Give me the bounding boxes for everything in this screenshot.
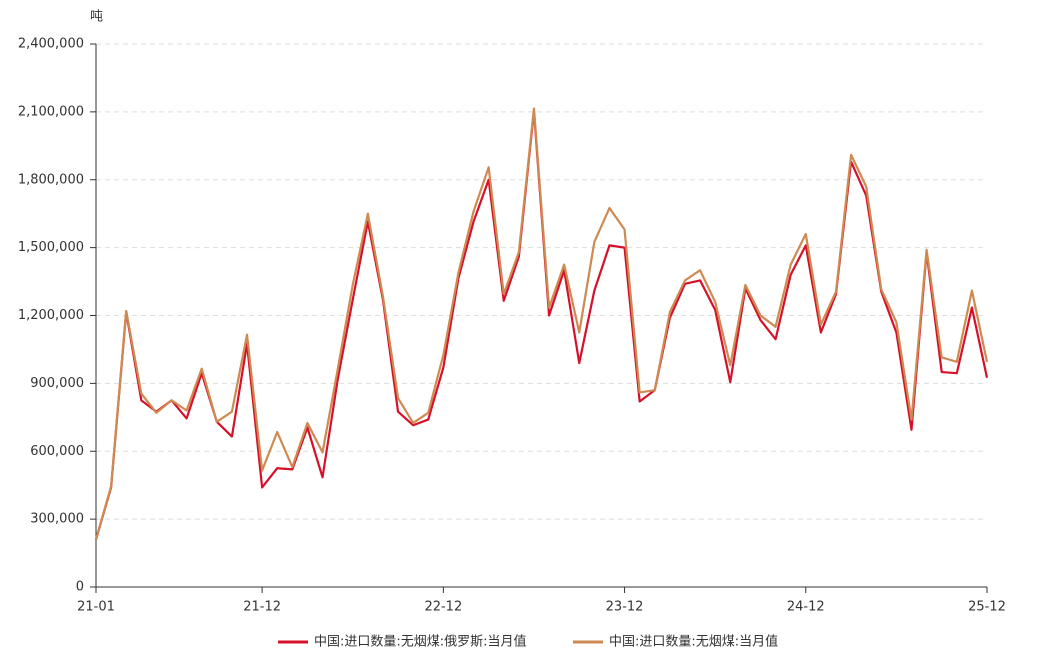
series-line bbox=[94, 109, 989, 540]
x-tick-label: 21-01 bbox=[77, 600, 115, 615]
y-tick-label: 900,000 bbox=[30, 376, 84, 391]
y-tick-label: 2,100,000 bbox=[18, 104, 84, 119]
x-tick-label: 24-12 bbox=[787, 600, 825, 615]
y-tick-label: 600,000 bbox=[30, 444, 84, 459]
x-tick-label: 25-12 bbox=[968, 600, 1006, 615]
x-tick-label: 23-12 bbox=[606, 600, 644, 615]
legend-label[interactable]: 中国:进口数量:无烟煤:当月值 bbox=[609, 634, 778, 650]
x-tick-label: 22-12 bbox=[424, 600, 462, 615]
legend-label[interactable]: 中国:进口数量:无烟煤:俄罗斯:当月值 bbox=[314, 634, 527, 650]
y-tick-label: 0 bbox=[76, 580, 84, 595]
y-tick-label: 1,800,000 bbox=[18, 172, 84, 187]
y-tick-label: 2,400,000 bbox=[18, 37, 84, 52]
series-line bbox=[94, 107, 989, 540]
y-tick-label: 300,000 bbox=[30, 512, 84, 527]
y-tick-label: 1,200,000 bbox=[18, 308, 84, 323]
x-tick-label: 21-12 bbox=[243, 600, 281, 615]
y-unit: 吨 bbox=[90, 10, 103, 25]
y-tick-label: 1,500,000 bbox=[18, 240, 84, 255]
